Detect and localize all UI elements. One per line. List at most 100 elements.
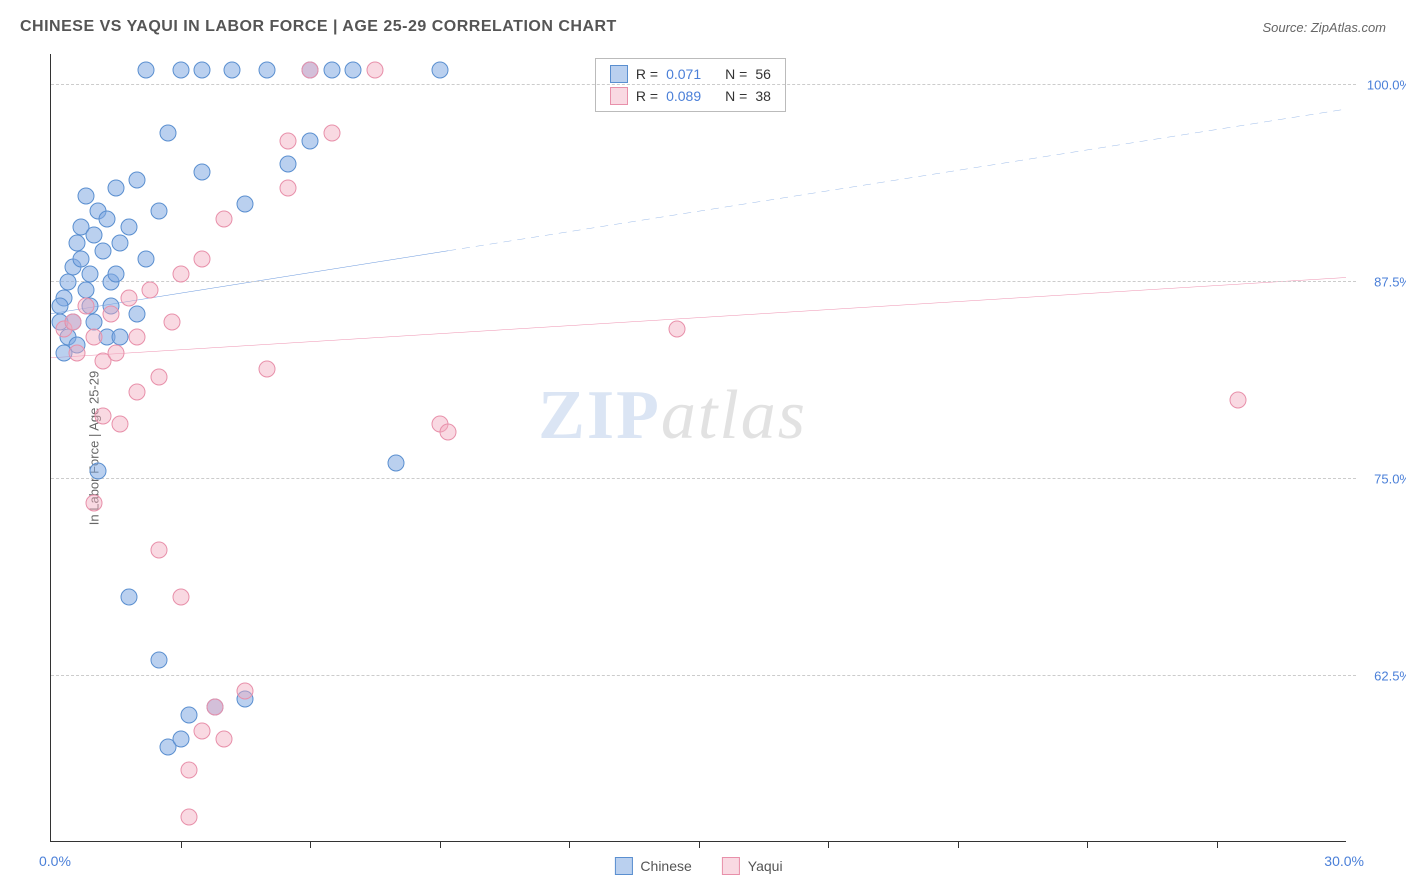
data-point: [73, 250, 90, 267]
data-point: [120, 589, 137, 606]
data-point: [112, 415, 129, 432]
gridline: 75.0%: [51, 478, 1356, 479]
data-point: [129, 329, 146, 346]
data-point: [215, 211, 232, 228]
legend-swatch: [614, 857, 632, 875]
r-label: R =: [636, 66, 658, 82]
data-point: [194, 250, 211, 267]
legend-swatch: [610, 65, 628, 83]
data-point: [103, 305, 120, 322]
gridline: 100.0%: [51, 84, 1356, 85]
legend-swatch: [722, 857, 740, 875]
data-point: [172, 266, 189, 283]
series-legend-item: Chinese: [614, 857, 691, 875]
series-legend-item: Yaqui: [722, 857, 783, 875]
data-point: [60, 274, 77, 291]
data-point: [366, 61, 383, 78]
data-point: [129, 171, 146, 188]
data-point: [323, 61, 340, 78]
data-point: [150, 652, 167, 669]
x-tick: [569, 841, 570, 848]
n-label: N =: [725, 66, 747, 82]
y-tick-label: 87.5%: [1374, 275, 1406, 290]
data-point: [112, 329, 129, 346]
data-point: [431, 61, 448, 78]
r-value: 0.089: [666, 88, 701, 104]
data-point: [86, 313, 103, 330]
data-point: [107, 179, 124, 196]
x-axis-end-label: 30.0%: [1324, 853, 1364, 869]
data-point: [258, 61, 275, 78]
data-point: [172, 589, 189, 606]
y-tick-label: 75.0%: [1374, 471, 1406, 486]
data-point: [388, 455, 405, 472]
data-point: [668, 321, 685, 338]
x-tick: [310, 841, 311, 848]
series-label: Chinese: [640, 858, 691, 874]
data-point: [99, 211, 116, 228]
data-point: [86, 227, 103, 244]
data-point: [194, 722, 211, 739]
data-point: [302, 61, 319, 78]
x-tick: [1087, 841, 1088, 848]
data-point: [77, 297, 94, 314]
data-point: [215, 730, 232, 747]
data-point: [77, 187, 94, 204]
x-tick: [699, 841, 700, 848]
data-point: [142, 282, 159, 299]
data-point: [280, 132, 297, 149]
series-legend: Chinese Yaqui: [614, 857, 782, 875]
legend-row: R = 0.089 N = 38: [610, 87, 771, 105]
data-point: [159, 124, 176, 141]
data-point: [172, 61, 189, 78]
data-point: [137, 61, 154, 78]
x-tick: [958, 841, 959, 848]
data-point: [77, 282, 94, 299]
data-point: [150, 203, 167, 220]
n-label: N =: [725, 88, 747, 104]
data-point: [280, 156, 297, 173]
n-value: 56: [755, 66, 771, 82]
x-tick: [1217, 841, 1218, 848]
data-point: [181, 707, 198, 724]
data-point: [51, 297, 68, 314]
x-tick: [828, 841, 829, 848]
data-point: [107, 345, 124, 362]
data-point: [323, 124, 340, 141]
gridline: 62.5%: [51, 675, 1356, 676]
watermark: ZIPatlas: [538, 376, 807, 456]
data-point: [181, 809, 198, 826]
r-label: R =: [636, 88, 658, 104]
data-point: [81, 266, 98, 283]
data-point: [64, 313, 81, 330]
data-point: [120, 219, 137, 236]
data-point: [237, 683, 254, 700]
data-point: [137, 250, 154, 267]
data-point: [224, 61, 241, 78]
chart-title: CHINESE VS YAQUI IN LABOR FORCE | AGE 25…: [20, 18, 617, 36]
trend-line: [448, 109, 1346, 251]
data-point: [280, 179, 297, 196]
trend-lines-layer: [51, 54, 1346, 841]
r-value: 0.071: [666, 66, 701, 82]
y-tick-label: 62.5%: [1374, 668, 1406, 683]
data-point: [90, 463, 107, 480]
data-point: [68, 234, 85, 251]
data-point: [302, 132, 319, 149]
gridline: 87.5%: [51, 281, 1356, 282]
legend-swatch: [610, 87, 628, 105]
data-point: [181, 762, 198, 779]
data-point: [163, 313, 180, 330]
x-tick: [181, 841, 182, 848]
data-point: [207, 699, 224, 716]
data-point: [258, 360, 275, 377]
x-axis-start-label: 0.0%: [39, 853, 71, 869]
data-point: [1230, 392, 1247, 409]
chart-header: CHINESE VS YAQUI IN LABOR FORCE | AGE 25…: [0, 0, 1406, 54]
trend-line: [51, 278, 1346, 358]
n-value: 38: [755, 88, 771, 104]
scatter-plot-area: ZIPatlas In Labor Force | Age 25-29 R =0…: [50, 54, 1346, 842]
data-point: [172, 730, 189, 747]
data-point: [194, 164, 211, 181]
x-tick: [440, 841, 441, 848]
